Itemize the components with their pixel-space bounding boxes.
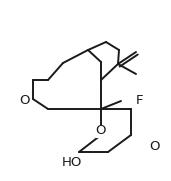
Text: HO: HO xyxy=(62,157,82,169)
Text: O: O xyxy=(150,140,160,153)
Text: O: O xyxy=(96,125,106,138)
Text: F: F xyxy=(136,94,143,108)
Text: O: O xyxy=(19,94,29,108)
